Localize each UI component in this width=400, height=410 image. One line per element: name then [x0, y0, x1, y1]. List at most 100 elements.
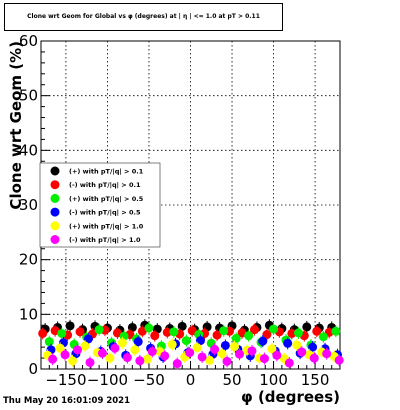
x-tick-label: −50 — [133, 371, 165, 389]
legend-label: (+) with pT/|q| > 0.1 — [69, 168, 144, 177]
data-point — [147, 347, 157, 357]
data-point — [48, 354, 58, 364]
data-point — [210, 344, 220, 354]
data-point — [130, 345, 140, 355]
data-point — [57, 328, 67, 338]
y-tick-label: 60 — [19, 32, 38, 50]
data-point — [249, 325, 259, 335]
data-point — [177, 321, 187, 331]
data-point — [230, 342, 240, 352]
data-point — [83, 334, 93, 344]
data-point — [142, 354, 152, 364]
data-point — [122, 353, 132, 363]
y-tick-label: 20 — [19, 251, 38, 269]
data-point — [217, 349, 227, 359]
data-point — [60, 350, 70, 360]
data-point — [272, 350, 282, 360]
data-point — [135, 356, 145, 366]
x-tick-label: 100 — [259, 371, 288, 389]
data-point — [65, 321, 75, 331]
x-tick-label: 50 — [222, 371, 241, 389]
timestamp: Thu May 20 16:01:09 2021 — [3, 396, 130, 406]
data-point — [212, 330, 222, 340]
data-point — [73, 345, 83, 355]
data-point — [247, 346, 257, 356]
data-point — [192, 343, 202, 353]
data-point — [44, 337, 54, 347]
chart-title: Clone wrt Geom for Global vs φ (degrees)… — [27, 13, 260, 20]
data-point — [219, 326, 229, 336]
data-point — [187, 326, 197, 336]
data-point — [284, 358, 294, 368]
data-point — [105, 353, 115, 363]
data-point — [197, 352, 207, 362]
x-tick-label: −100 — [87, 371, 128, 389]
y-tick-label: 10 — [19, 305, 38, 323]
data-point — [181, 336, 191, 346]
data-point — [283, 338, 293, 348]
data-point — [110, 343, 120, 353]
data-point — [222, 356, 232, 366]
data-point — [235, 349, 245, 359]
data-point — [293, 328, 303, 338]
data-point — [287, 328, 297, 338]
data-point — [262, 330, 272, 340]
data-point — [167, 339, 177, 349]
data-point — [302, 322, 312, 332]
data-point — [205, 355, 215, 365]
data-point — [162, 327, 172, 337]
data-point — [68, 356, 78, 366]
data-point — [309, 353, 319, 363]
legend-label: (-) with pT/|q| > 1.0 — [69, 236, 141, 245]
data-point — [231, 333, 241, 343]
data-point — [259, 354, 269, 364]
legend-label: (+) with pT/|q| > 1.0 — [69, 222, 144, 231]
data-point — [97, 348, 107, 358]
y-tick-label: 0 — [28, 360, 38, 378]
data-point — [258, 336, 268, 346]
legend-marker — [50, 180, 60, 190]
data-point — [80, 341, 90, 351]
data-point — [94, 325, 104, 335]
data-point — [144, 323, 154, 333]
data-point — [195, 336, 205, 346]
data-point — [150, 331, 160, 341]
data-point — [169, 327, 179, 337]
title-box: Clone wrt Geom for Global vs φ (degrees)… — [4, 3, 283, 31]
legend-label: (-) with pT/|q| > 0.1 — [69, 181, 141, 190]
data-point — [160, 351, 170, 361]
data-point — [308, 342, 318, 352]
x-tick-label: 0 — [186, 371, 196, 389]
x-tick-label: 150 — [301, 371, 330, 389]
data-point — [133, 337, 143, 347]
y-tick-label: 40 — [19, 141, 38, 159]
legend-label: (+) with pT/|q| > 0.5 — [69, 195, 144, 204]
x-tick-label: −150 — [45, 371, 86, 389]
data-point — [312, 326, 322, 336]
legend-marker — [50, 207, 60, 217]
data-point — [318, 332, 328, 342]
data-point — [117, 338, 127, 348]
data-point — [172, 359, 182, 369]
data-point — [185, 348, 195, 358]
data-point — [75, 327, 85, 337]
data-point — [322, 349, 332, 359]
y-tick-label: 50 — [19, 87, 38, 105]
data-point — [244, 331, 254, 341]
legend-box — [39, 162, 161, 248]
data-point — [269, 324, 279, 334]
data-point — [220, 340, 230, 350]
legend-marker — [50, 221, 60, 231]
legend-marker — [50, 235, 60, 244]
x-axis-title: φ (degrees) — [241, 388, 340, 406]
data-point — [331, 326, 341, 336]
y-axis-title: Clone wrt Geom (%) — [7, 41, 25, 210]
data-point — [38, 328, 48, 338]
y-tick-label: 30 — [19, 196, 38, 214]
data-point — [112, 328, 122, 338]
legend-marker — [50, 193, 60, 203]
data-point — [137, 326, 147, 336]
data-point — [334, 355, 344, 365]
data-point — [55, 343, 65, 353]
